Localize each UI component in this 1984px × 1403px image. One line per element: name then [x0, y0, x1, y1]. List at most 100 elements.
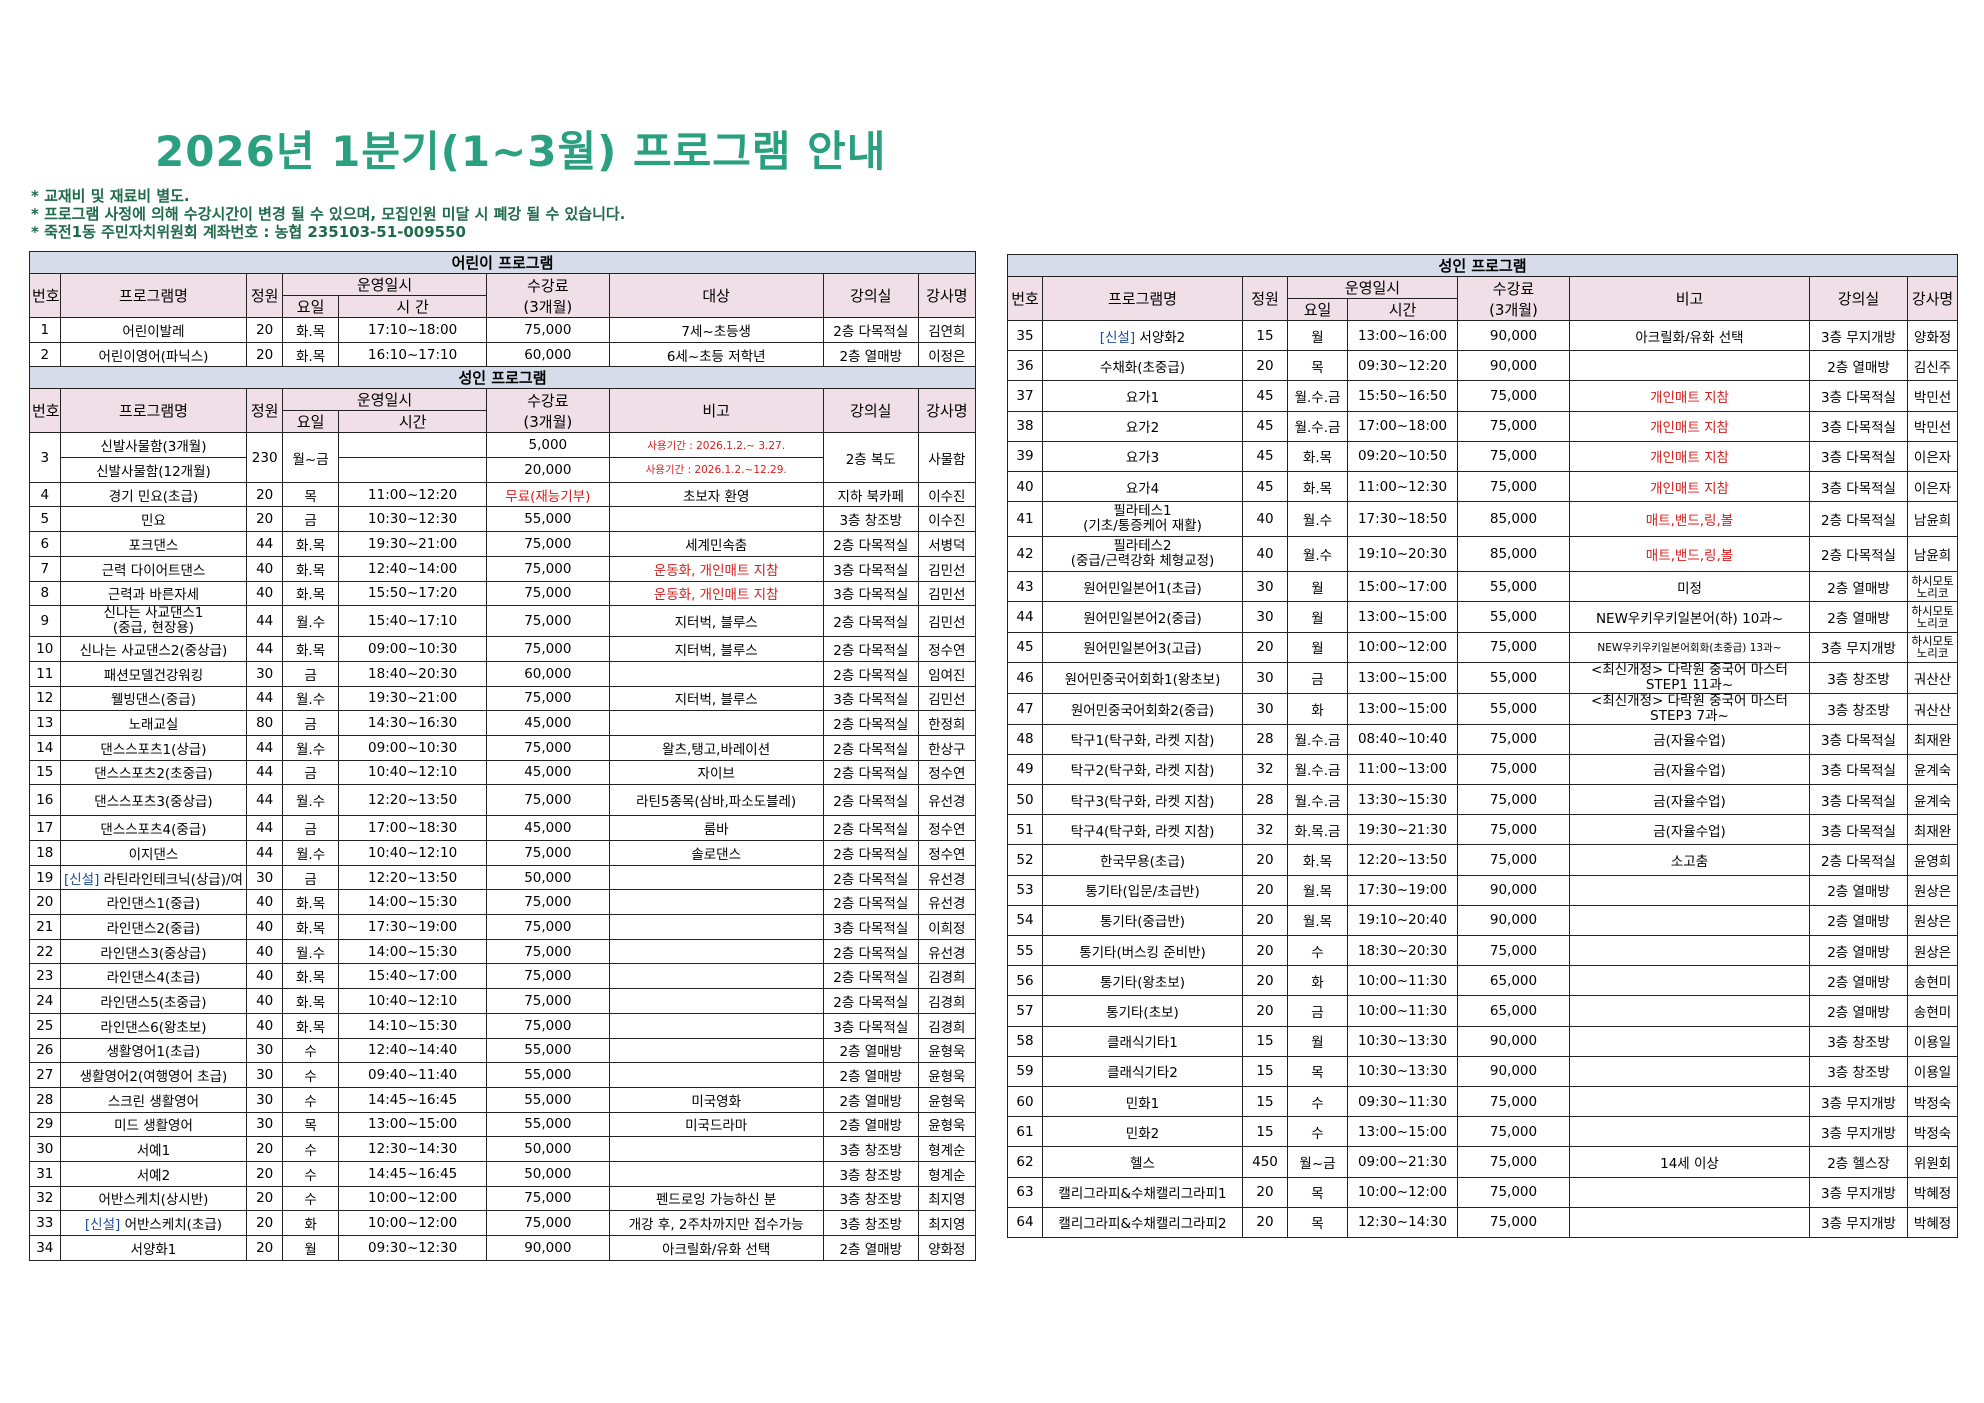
cell-fee: 75,000	[486, 914, 610, 940]
section-title-adult: 성인 프로그램	[29, 366, 976, 390]
cell-fee: 55,000	[486, 1111, 610, 1138]
cell-time: 19:10~20:40	[1347, 904, 1458, 937]
cell-room: 2층 다목적실	[822, 636, 919, 662]
cell-name-text: 서양화1	[130, 1241, 177, 1258]
table-row: 33 [신설] 어반스케치(초급) 20 화 10:00~12:00 75,000 개강 후…	[29, 1210, 977, 1236]
cell-no: 52	[1007, 844, 1043, 876]
cell-time: 15:50~17:20	[338, 580, 488, 607]
cell-teacher-text: 이은자	[1913, 480, 1952, 497]
cell-remark-text: 세계민속춤	[685, 537, 748, 554]
cell-day: 화.목	[282, 963, 340, 990]
cell-remark-text: <최신개정> 다락원 중국어 마스터	[1591, 662, 1788, 678]
cell-name-text: 필라테스1	[1113, 503, 1172, 520]
cell-time: 19:30~21:30	[1347, 814, 1458, 846]
cell-name-text: 요가4	[1125, 480, 1160, 497]
cell-room: 지하 북카페	[822, 481, 919, 508]
cell-room: 2층 열매방	[822, 341, 919, 368]
cell-time: 12:40~14:00	[338, 555, 488, 582]
cell-cap: 20	[1242, 904, 1288, 937]
cell-name: 이지댄스	[59, 840, 248, 866]
cell-room: 2층 열매방	[822, 1111, 919, 1138]
table-row: 31 서예2 20 수 14:45~16:45 50,000 3층 창조방 형계순	[29, 1160, 977, 1187]
cell-fee: 75,000	[1457, 1206, 1570, 1238]
cell-name: 수채화(초중급)	[1042, 350, 1243, 382]
cell-fee: 75,000	[1457, 631, 1570, 663]
cell-name: 라인댄스3(중상급)	[59, 938, 248, 965]
cell-cap: 20	[1242, 965, 1288, 997]
cell-fee: 90,000	[1457, 904, 1570, 937]
cell-cap: 30	[1242, 601, 1288, 633]
cell-room: 3층 다목적실	[822, 685, 919, 712]
cell-teacher-text: 정수연	[928, 846, 966, 863]
cell-name: 라인댄스4(초급)	[59, 963, 248, 990]
cell-fee: 50,000	[486, 1136, 610, 1162]
cell-teacher: 윤계숙	[1906, 784, 1959, 816]
cell-name-text: 라틴라인테크닉(상급)/여	[103, 871, 243, 888]
cell-day: 목	[1287, 1176, 1348, 1208]
cell-teacher-text: 윤형욱	[928, 1069, 966, 1086]
cell-time: 17:30~19:00	[338, 914, 488, 940]
cell-name: 포크댄스	[59, 531, 248, 557]
table-row: 13 노래교실 80 금 14:30~16:30 45,000 2층 다목적실 한정희	[29, 710, 977, 736]
cell-room: 3층 창조방	[822, 506, 919, 533]
cell-fee: 90,000	[1457, 1025, 1570, 1057]
cell-no: 18	[29, 840, 61, 866]
table-row: 59 클래식기타2 15 목 10:30~13:30 90,000 3층 창조방 이용일	[1007, 1055, 1959, 1087]
cell-room: 2층 다목적실	[822, 840, 919, 866]
cell-fee: 55,000	[486, 1037, 610, 1064]
cell-remark-text: 지터벅, 블루스	[674, 615, 758, 632]
cell-name: 경기 민요(초급)	[59, 481, 248, 508]
cell-no: 56	[1007, 965, 1043, 997]
cell-room: 3층 창조방	[822, 1136, 919, 1162]
cell-cap: 45	[1242, 470, 1288, 503]
cell-no: 21	[29, 914, 61, 940]
cell-name: 통기타(중급반)	[1042, 904, 1243, 937]
cell-day: 화.목	[282, 341, 340, 368]
cell-cap: 30	[246, 864, 284, 891]
cell-no: 22	[29, 938, 61, 965]
cell-time: 09:30~11:30	[1347, 1085, 1458, 1118]
header-name: 프로그램명	[1042, 276, 1243, 321]
cell-teacher: 형계순	[917, 1160, 977, 1187]
cell-teacher: 박민선	[1906, 380, 1959, 412]
notice-item: * 죽전1동 주민자치위원회 계좌번호 : 농협 235103-51-00955…	[31, 223, 466, 241]
cell-remark-text: 14세 이상	[1660, 1155, 1719, 1172]
cell-name: 근력과 바른자세	[59, 580, 248, 607]
cell-name-text: 댄스스포츠3(중상급)	[94, 794, 213, 811]
cell-name-text: 민화1	[1125, 1095, 1160, 1112]
table-row: 28 스크린 생활영어 30 수 14:45~16:45 55,000 미국영화 2층 열매방…	[29, 1086, 977, 1113]
notice-list: * 교재비 및 재료비 별도. * 프로그램 사정에 의해 수강시간이 변경 될…	[31, 187, 625, 241]
cell-teacher: 이용일	[1906, 1025, 1959, 1057]
cell-name: 노래교실	[59, 710, 248, 736]
table-row: 53 통기타(입문/초급반) 20 월.목 17:30~19:00 90,000 2층 열매…	[1007, 874, 1959, 906]
cell-time: 09:00~10:30	[338, 636, 488, 662]
cell-day: 월.수	[1287, 501, 1348, 538]
cell-name: 클래식기타2	[1042, 1055, 1243, 1087]
cell-teacher-sub: 노리코	[1916, 646, 1949, 661]
cell-remark-text: 미국영화	[691, 1093, 742, 1110]
cell-no: 24	[29, 988, 61, 1014]
cell-fee: 75,000	[1457, 1085, 1570, 1118]
cell-day: 월.수.금	[1287, 380, 1348, 412]
cell-name: 생활영어1(초급)	[59, 1037, 248, 1064]
cell-remark-text: 매트,밴드,링,볼	[1645, 548, 1734, 565]
cell-room: 2층 열매방	[822, 1037, 919, 1064]
cell-no: 16	[29, 784, 61, 817]
cell-day: 화.목	[282, 636, 340, 662]
cell-teacher: 임여진	[917, 660, 977, 687]
cell-teacher: 한정희	[917, 710, 977, 736]
cell-teacher: 원상은	[1906, 874, 1959, 906]
cell-no: 36	[1007, 350, 1043, 382]
cell-teacher: 박혜정	[1906, 1176, 1959, 1208]
cell-remark: 왈츠,탱고,바레이션	[608, 734, 824, 761]
cell-day: 수	[282, 1037, 340, 1064]
cell-day: 수	[1287, 934, 1348, 967]
cell-name: 원어민중국어회화1(왕초보)	[1042, 661, 1243, 694]
cell-time: 10:30~13:30	[1347, 1025, 1458, 1057]
cell-remark	[1569, 1085, 1810, 1118]
cell-remark: 개인매트 지참	[1569, 380, 1810, 412]
cell-time: 15:00~17:00	[1347, 571, 1458, 603]
cell-name-text: 라인댄스6(왕초보)	[100, 1019, 207, 1036]
cell-time: 12:40~14:40	[338, 1037, 488, 1064]
cell-day: 목	[1287, 350, 1348, 382]
